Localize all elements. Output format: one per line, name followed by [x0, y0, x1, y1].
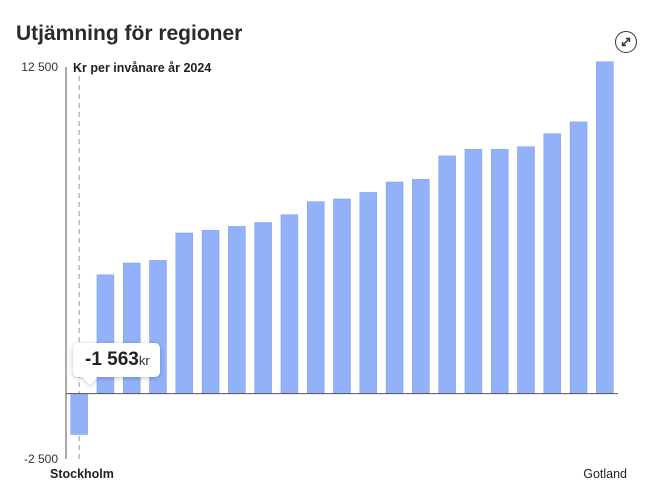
- y-tick-label: 12 500: [21, 60, 58, 74]
- bar[interactable]: [464, 149, 483, 394]
- bar[interactable]: [385, 181, 404, 394]
- page-title: Utjämning för regioner: [16, 22, 243, 45]
- bar[interactable]: [254, 222, 272, 394]
- bar[interactable]: [569, 121, 588, 394]
- bar[interactable]: [280, 214, 299, 394]
- y-tick-label: -2 500: [24, 452, 58, 466]
- bar[interactable]: [175, 232, 194, 394]
- value-tooltip: -1 563kr: [73, 343, 160, 377]
- bar[interactable]: [412, 179, 430, 394]
- x-category-label: Gotland: [583, 467, 627, 481]
- expand-arrows-icon: [621, 37, 631, 47]
- bar[interactable]: [596, 61, 614, 394]
- x-category-label: Stockholm: [50, 467, 114, 481]
- bar[interactable]: [70, 393, 88, 435]
- bar[interactable]: [490, 149, 509, 394]
- y-axis-label: Kr per invånare år 2024: [73, 61, 211, 75]
- bar[interactable]: [228, 226, 246, 394]
- tooltip-value: -1 563: [85, 349, 139, 370]
- bar[interactable]: [543, 133, 562, 394]
- bar[interactable]: [306, 201, 325, 394]
- tooltip-unit: kr: [138, 353, 150, 368]
- bar[interactable]: [517, 146, 535, 394]
- expand-button[interactable]: [615, 31, 637, 53]
- bar[interactable]: [333, 198, 351, 394]
- bar[interactable]: [201, 230, 220, 394]
- bar[interactable]: [359, 192, 378, 394]
- bar[interactable]: [438, 155, 456, 394]
